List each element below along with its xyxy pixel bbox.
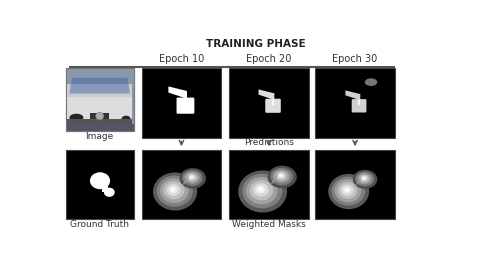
Polygon shape <box>358 100 360 105</box>
Ellipse shape <box>268 165 297 188</box>
Ellipse shape <box>164 181 184 199</box>
Polygon shape <box>70 78 130 93</box>
Polygon shape <box>168 86 187 99</box>
Ellipse shape <box>166 184 180 196</box>
Ellipse shape <box>182 170 203 186</box>
Text: TRAINING PHASE: TRAINING PHASE <box>206 39 306 49</box>
Ellipse shape <box>273 170 290 183</box>
Bar <box>67 87 132 128</box>
Ellipse shape <box>104 188 115 197</box>
Ellipse shape <box>353 170 378 189</box>
Text: Weighted Masks: Weighted Masks <box>232 220 306 229</box>
Ellipse shape <box>160 178 188 203</box>
Ellipse shape <box>172 188 175 191</box>
Bar <box>66 68 134 132</box>
Text: Ground Truth: Ground Truth <box>70 220 129 229</box>
Polygon shape <box>181 174 190 187</box>
Ellipse shape <box>345 188 348 191</box>
Bar <box>142 68 222 138</box>
Text: Image: Image <box>86 132 114 141</box>
Bar <box>229 68 309 138</box>
Bar <box>66 124 134 132</box>
Ellipse shape <box>253 183 269 196</box>
Polygon shape <box>67 84 132 97</box>
Text: Epoch 30: Epoch 30 <box>332 55 378 64</box>
Ellipse shape <box>180 168 206 189</box>
Bar <box>66 68 134 132</box>
Ellipse shape <box>332 177 365 206</box>
Bar <box>90 113 109 125</box>
Bar <box>67 119 132 130</box>
Ellipse shape <box>122 116 130 122</box>
Ellipse shape <box>276 172 287 181</box>
Polygon shape <box>346 90 360 100</box>
Ellipse shape <box>355 172 374 186</box>
Polygon shape <box>354 175 362 187</box>
Polygon shape <box>184 99 187 105</box>
Ellipse shape <box>238 170 287 213</box>
Ellipse shape <box>190 176 192 178</box>
Ellipse shape <box>270 168 293 185</box>
Ellipse shape <box>242 174 282 208</box>
Ellipse shape <box>90 172 110 189</box>
Ellipse shape <box>328 174 369 209</box>
Ellipse shape <box>358 173 372 184</box>
Bar <box>102 181 108 192</box>
Ellipse shape <box>256 186 265 193</box>
Bar <box>315 68 395 138</box>
Ellipse shape <box>184 172 200 184</box>
Ellipse shape <box>280 174 282 177</box>
Bar <box>66 68 134 132</box>
FancyBboxPatch shape <box>266 99 281 113</box>
Circle shape <box>96 112 104 120</box>
Ellipse shape <box>70 114 84 121</box>
Ellipse shape <box>360 175 369 182</box>
Ellipse shape <box>258 188 262 191</box>
FancyBboxPatch shape <box>352 99 366 113</box>
FancyBboxPatch shape <box>176 98 194 114</box>
Bar <box>315 150 395 219</box>
Ellipse shape <box>170 186 177 193</box>
Bar <box>142 150 222 219</box>
Text: Epoch 10: Epoch 10 <box>159 55 204 64</box>
Polygon shape <box>258 89 274 100</box>
Text: Predictions: Predictions <box>244 138 294 147</box>
Ellipse shape <box>278 173 284 178</box>
Ellipse shape <box>365 78 377 86</box>
Ellipse shape <box>362 177 365 179</box>
Text: Epoch 20: Epoch 20 <box>246 55 292 64</box>
Ellipse shape <box>153 172 197 210</box>
Ellipse shape <box>188 175 195 180</box>
Ellipse shape <box>186 173 197 182</box>
Bar <box>229 150 309 219</box>
Bar <box>66 150 134 219</box>
Polygon shape <box>269 172 279 187</box>
Ellipse shape <box>334 179 361 202</box>
Ellipse shape <box>250 180 273 200</box>
Ellipse shape <box>344 187 350 193</box>
Ellipse shape <box>156 176 193 207</box>
Ellipse shape <box>340 184 354 196</box>
Ellipse shape <box>246 177 278 204</box>
Ellipse shape <box>361 176 367 181</box>
Polygon shape <box>272 100 274 105</box>
Ellipse shape <box>338 182 357 199</box>
